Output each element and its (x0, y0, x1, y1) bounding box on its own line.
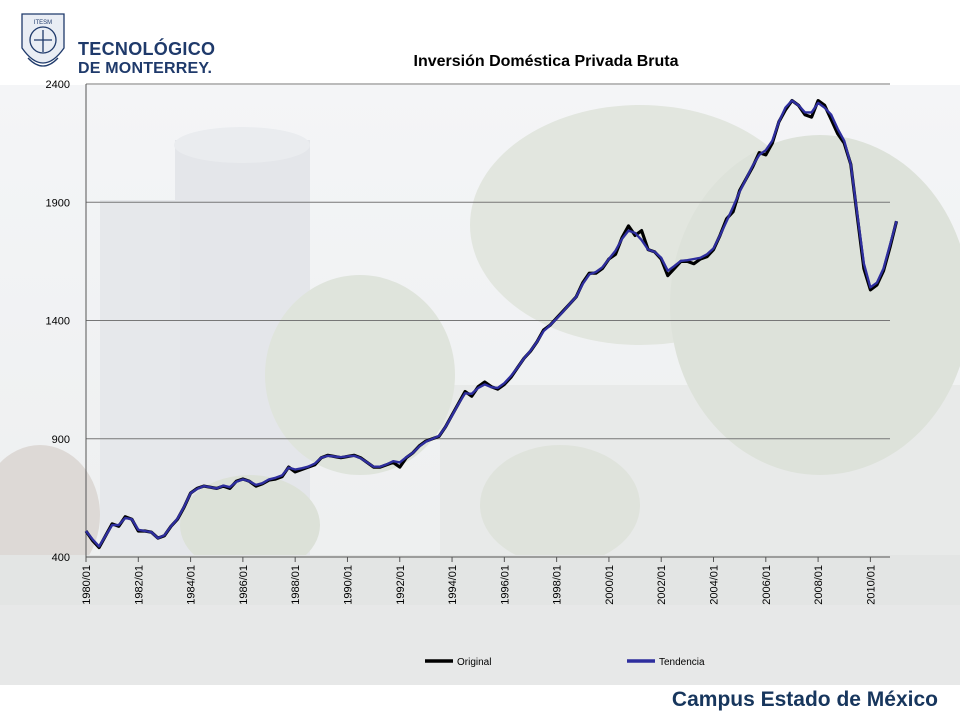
x-tick-label: 1990/01 (342, 565, 354, 605)
campus-photo-background (0, 85, 960, 685)
y-tick-label: 1400 (46, 316, 70, 328)
x-tick-label: 1982/01 (133, 565, 145, 605)
x-tick-label: 1988/01 (290, 565, 302, 605)
x-tick-label: 1996/01 (499, 565, 511, 605)
x-tick-label: 2004/01 (709, 565, 721, 605)
shield-emblem-icon: ITESM (21, 13, 65, 67)
x-axis-ticks: 1980/01 1982/01 1984/01 1986/01 1988/01 1990/… (81, 557, 877, 605)
brand-wordmark: TECNOLÓGICO DE MONTERREY. (78, 40, 215, 78)
x-tick-label: 1980/01 (81, 565, 93, 605)
legend-label-tendencia: Tendencia (659, 657, 705, 668)
x-tick-label: 2006/01 (761, 565, 773, 605)
svg-text:ITESM: ITESM (34, 20, 52, 26)
x-tick-label: 1984/01 (186, 565, 198, 605)
campus-footer: Campus Estado de México (671, 688, 938, 711)
x-tick-label: 1998/01 (552, 565, 564, 605)
y-tick-label: 2400 (46, 79, 70, 91)
x-tick-label: 2008/01 (813, 565, 825, 605)
y-tick-label: 1900 (46, 197, 70, 209)
x-tick-label: 1992/01 (395, 565, 407, 605)
x-tick-label: 2000/01 (604, 565, 616, 605)
legend-label-original: Original (457, 657, 491, 668)
series-line-tendencia (85, 99, 898, 548)
y-axis-ticks: 400 900 1400 1900 2400 (46, 79, 70, 564)
x-tick-label: 2010/01 (865, 565, 877, 605)
x-tick-label: 1994/01 (447, 565, 459, 605)
series-line-original (84, 98, 899, 550)
brand-line-2: DE MONTERREY. (78, 60, 213, 77)
y-tick-label: 900 (52, 434, 70, 446)
chart-title: Inversión Doméstica Privada Bruta (413, 53, 679, 70)
series-lines (84, 98, 899, 550)
gridlines (85, 83, 890, 558)
tecnologico-logo: ITESM (21, 13, 65, 67)
brand-line-1: TECNOLÓGICO (78, 39, 216, 59)
x-tick-label: 2002/01 (656, 565, 668, 605)
x-tick-label: 1986/01 (238, 565, 250, 605)
legend: Original Tendencia (425, 657, 705, 668)
y-tick-label: 400 (52, 552, 70, 564)
